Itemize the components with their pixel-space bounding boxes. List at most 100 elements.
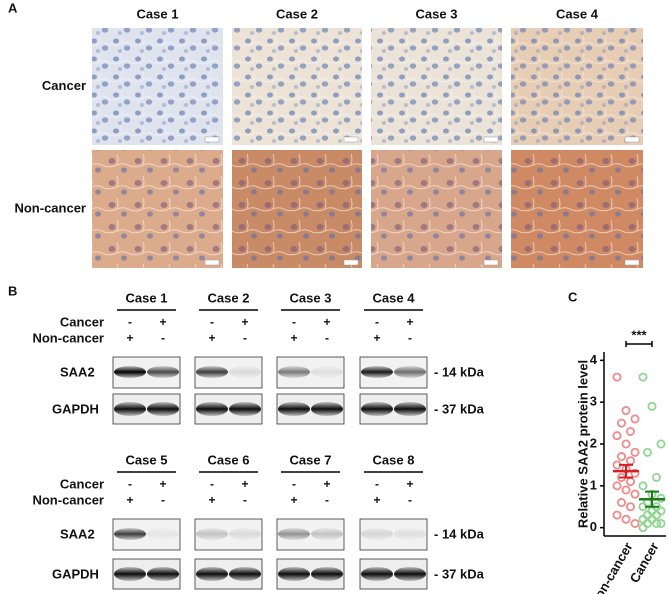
point	[652, 518, 662, 528]
sign: +	[373, 493, 380, 507]
point	[621, 514, 631, 524]
sign: +	[241, 315, 248, 329]
point	[617, 418, 627, 428]
sign: +	[323, 477, 330, 491]
size-label: - 14 kDa	[434, 526, 485, 541]
sign: -	[408, 331, 412, 345]
y-tick-label: 1	[590, 477, 597, 492]
point	[630, 414, 640, 424]
band	[196, 528, 228, 540]
scale-bar	[343, 259, 359, 266]
condition-label: Non-cancer	[32, 330, 104, 345]
point	[612, 510, 622, 520]
size-label: - 14 kDa	[434, 364, 485, 379]
band	[311, 366, 343, 378]
band	[278, 528, 310, 540]
case-label: Case 7	[290, 452, 332, 467]
y-axis-label: Relative SAA2 protein level	[575, 360, 590, 528]
sign: +	[290, 331, 297, 345]
point	[626, 456, 636, 466]
condition-label: Non-cancer	[32, 492, 104, 507]
scale-bar	[343, 136, 359, 143]
band	[147, 366, 179, 378]
column-header: Case 4	[556, 6, 599, 21]
scale-bar	[483, 136, 499, 143]
point	[647, 401, 657, 411]
micrograph-texture	[371, 28, 502, 145]
sign: -	[161, 493, 165, 507]
sign: +	[290, 493, 297, 507]
error-bar	[645, 490, 659, 508]
sign: +	[373, 331, 380, 345]
band	[361, 402, 393, 416]
sign: -	[292, 315, 296, 329]
band	[229, 567, 261, 581]
case-label: Case 6	[208, 452, 250, 467]
point	[643, 518, 653, 528]
column-header: Case 2	[276, 6, 318, 21]
band	[394, 567, 426, 581]
row-label: Non-cancer	[14, 200, 86, 215]
band	[229, 366, 261, 378]
y-tick-label: 3	[590, 394, 597, 409]
sign: -	[375, 477, 379, 491]
size-label: - 37 kDa	[434, 401, 485, 416]
micrograph-texture	[232, 28, 362, 145]
band	[196, 567, 228, 581]
column-header: Case 1	[137, 6, 179, 21]
band	[278, 402, 310, 416]
band	[147, 567, 179, 581]
band	[114, 402, 146, 416]
point	[621, 439, 631, 449]
band	[229, 402, 261, 416]
point	[612, 481, 622, 491]
sign: -	[325, 331, 329, 345]
panel-label: A	[8, 0, 18, 15]
point	[656, 506, 666, 516]
point	[617, 498, 627, 508]
point	[656, 518, 666, 528]
point	[647, 506, 657, 516]
error-bar	[619, 463, 633, 479]
point	[626, 426, 636, 436]
sign: +	[208, 331, 215, 345]
condition-label: Cancer	[60, 476, 104, 491]
scale-bar	[624, 136, 640, 143]
scale-bar	[204, 259, 220, 266]
protein-label: GAPDH	[52, 401, 99, 416]
sign: +	[159, 315, 166, 329]
case-label: Case 3	[290, 290, 332, 305]
point	[612, 372, 622, 382]
band	[394, 402, 426, 416]
band	[394, 366, 426, 378]
condition-label: Cancer	[60, 314, 104, 329]
sign: -	[408, 493, 412, 507]
point	[630, 518, 640, 528]
sign: -	[292, 477, 296, 491]
point	[638, 523, 648, 533]
case-label: Case 5	[126, 452, 168, 467]
row-label: Cancer	[42, 78, 86, 93]
y-tick-label: 4	[590, 352, 598, 367]
protein-label: SAA2	[60, 526, 95, 541]
band	[114, 567, 146, 581]
sign: +	[208, 493, 215, 507]
case-label: Case 1	[126, 290, 168, 305]
y-tick-label: 0	[590, 519, 597, 534]
x-tick-label: Non-cancer	[587, 540, 636, 594]
sign: -	[128, 315, 132, 329]
point	[652, 472, 662, 482]
point	[621, 406, 631, 416]
column-header: Case 3	[416, 6, 458, 21]
point	[652, 510, 662, 520]
sign: -	[128, 477, 132, 491]
band	[311, 528, 343, 540]
micrograph-texture	[511, 150, 643, 268]
point	[630, 447, 640, 457]
scale-bar	[624, 259, 640, 266]
micrograph-texture	[232, 150, 362, 268]
band	[147, 528, 179, 540]
point	[626, 502, 636, 512]
sign: -	[375, 315, 379, 329]
